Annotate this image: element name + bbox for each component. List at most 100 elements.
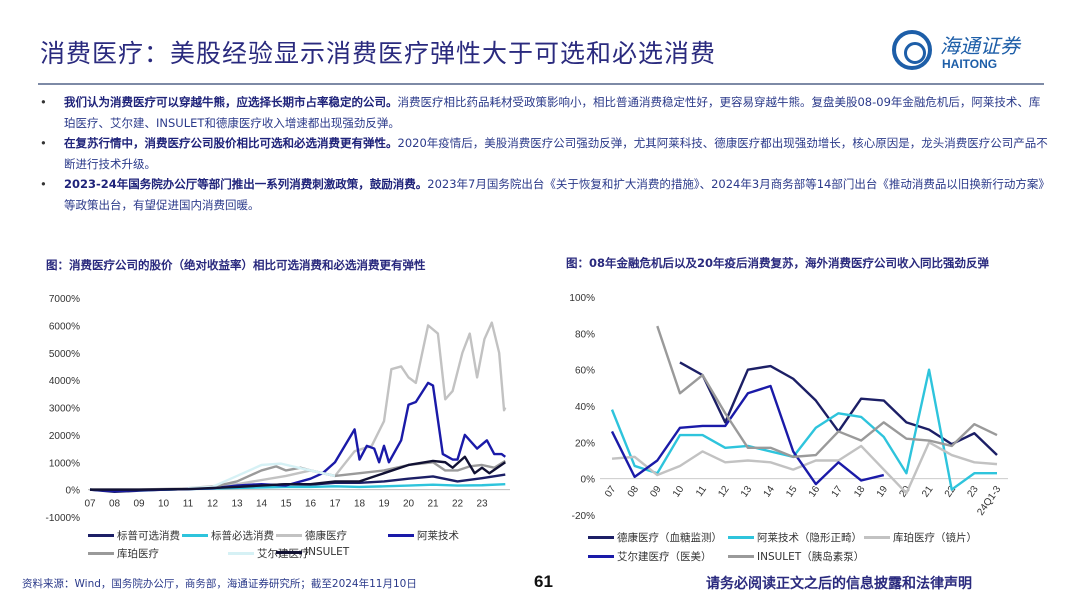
summary-bullets: 我们认为消费医疗可以穿越牛熊，应选择长期市占率稳定的公司。消费医疗相比药品耗材受… [40,92,1050,215]
page-title: 消费医疗：美股经验显示消费医疗弹性大于可选和必选消费 [40,39,717,68]
disclaimer: 请务必阅读正文之后的信息披露和法律声明 [706,576,972,592]
right-x-tick: 19 [875,484,891,500]
left-y-tick: -1000% [46,513,81,524]
right-y-tick: -20% [572,511,595,522]
legend-label: 阿莱技术 [417,530,459,542]
right-x-tick: 16 [807,484,823,500]
right-y-tick: 100% [569,293,595,304]
left-y-tick: 1000% [49,458,80,469]
legend-label: 库珀医疗（镜片） [893,532,977,544]
left-y-tick: 3000% [49,404,80,415]
left-y-tick: 6000% [49,321,80,332]
right-x-tick: 17 [830,484,846,500]
legend-swatch [88,534,114,537]
right-x-tick: 08 [626,484,642,500]
left-series-line [187,462,336,490]
legend-swatch [88,552,114,555]
logo-cn: 海通证券 [940,34,1020,58]
legend-swatch [276,534,302,537]
left-series-line [90,321,507,491]
legend-label: 德康医疗（血糖监测） [617,532,722,544]
bullet-text: 消费医疗相比药品耗材受政策影响小，相比普通消费稳定性好，更容易穿越牛熊。复盘美股… [64,95,1041,130]
header-divider [38,83,1044,85]
legend-item: 德康医疗 [276,528,347,543]
legend-swatch [228,552,254,555]
legend-label: 标普可选消费 [117,530,180,542]
haitong-logo: 海通证券 HAITONG [892,30,1042,75]
legend-swatch [588,536,614,539]
legend-swatch [728,555,754,558]
left-y-tick: 5000% [49,349,80,360]
right-x-tick: 09 [648,484,664,500]
right-x-tick: 18 [852,484,868,500]
right-y-tick: 80% [575,329,595,340]
bullet-lead: 2023-24年国务院办公厅等部门推出一系列消费刺激政策，鼓励消费。 [64,177,428,191]
right-series-line [679,361,998,456]
left-x-tick: 23 [476,499,488,510]
left-x-tick: 12 [207,499,219,510]
legend-item: 艾尔建医疗（医美） [588,549,712,564]
legend-item: 标普可选消费 [88,528,180,543]
left-x-tick: 15 [280,499,292,510]
legend-item: INSULET（胰岛素泵） [728,549,864,564]
bullet-item: 我们认为消费医疗可以穿越牛熊，应选择长期市占率稳定的公司。消费医疗相比药品耗材受… [40,92,1050,133]
legend-label: INSULET [305,546,350,558]
legend-label: 标普必选消费 [211,530,274,542]
bullet-text: 2023年7月国务院出台《关于恢复和扩大消费的措施》、2024年3月商务部等14… [64,177,1050,212]
left-x-tick: 13 [231,499,243,510]
haitong-logo-icon [892,30,932,70]
left-x-tick: 10 [158,499,170,510]
left-x-tick: 22 [452,499,464,510]
legend-item: 德康医疗（血糖监测） [588,530,722,545]
left-y-tick: 7000% [49,294,80,305]
legend-swatch [276,550,302,554]
bullet-item: 在复苏行情中，消费医疗公司股价相比可选和必选消费更有弹性。2020年疫情后，美股… [40,133,1050,174]
legend-item: 阿莱技术（隐形正畸） [728,530,862,545]
legend-label: 德康医疗 [305,530,347,542]
left-x-tick: 20 [403,499,415,510]
left-y-tick: 0% [66,486,81,497]
right-x-tick: 23 [965,484,981,500]
bullet-lead: 在复苏行情中，消费医疗公司股价相比可选和必选消费更有弹性。 [64,136,398,150]
legend-label: 阿莱技术（隐形正畸） [757,532,862,544]
left-x-tick: 09 [133,499,145,510]
right-x-tick: 07 [603,484,619,500]
right-series-line [611,441,998,495]
right-x-tick: 21 [920,484,936,500]
right-x-tick: 14 [762,484,778,500]
left-x-tick: 14 [256,499,268,510]
right-series-line [610,368,997,491]
left-x-tick: 17 [329,499,341,510]
page-number: 61 [534,572,553,591]
right-y-tick: 0% [581,475,596,486]
right-chart-title: 图：08年金融危机后以及20年疫后消费复苏，海外消费医疗公司收入同比强劲反弹 [566,256,990,270]
right-y-tick: 20% [575,438,595,449]
right-y-tick: 60% [575,366,595,377]
legend-swatch [728,536,754,539]
left-x-tick: 19 [378,499,390,510]
right-series-line [656,325,998,459]
right-y-tick: 40% [575,402,595,413]
left-x-tick: 08 [109,499,121,510]
legend-item: 库珀医疗（镜片） [864,530,977,545]
right-x-tick: 13 [739,484,755,500]
left-y-tick: 4000% [49,376,80,387]
right-x-tick: 10 [671,484,687,500]
left-y-tick: 2000% [49,431,80,442]
source-note: 资料来源：Wind，国务院办公厅，商务部，海通证券研究所；截至2024年11月1… [22,578,417,590]
left-x-tick: 07 [84,499,96,510]
bullet-text: 2020年疫情后，美股消费医疗公司强劲反弹，尤其阿莱科技、德康医疗都出现强劲增长… [64,136,1048,171]
left-series-line [89,381,506,493]
legend-item: INSULET [276,546,349,558]
right-x-tick: 12 [716,484,732,500]
left-x-tick: 16 [305,499,317,510]
legend-swatch [588,555,614,558]
bullet-item: 2023-24年国务院办公厅等部门推出一系列消费刺激政策，鼓励消费。2023年7… [40,174,1050,215]
right-x-tick: 15 [784,484,800,500]
left-x-tick: 11 [183,499,194,510]
logo-en: HAITONG [942,57,998,71]
left-chart-title: 图：消费医疗公司的股价（绝对收益率）相比可选消费和必选消费更有弹性 [46,258,426,272]
legend-item: 标普必选消费 [182,528,274,543]
legend-label: 库珀医疗 [117,548,159,560]
